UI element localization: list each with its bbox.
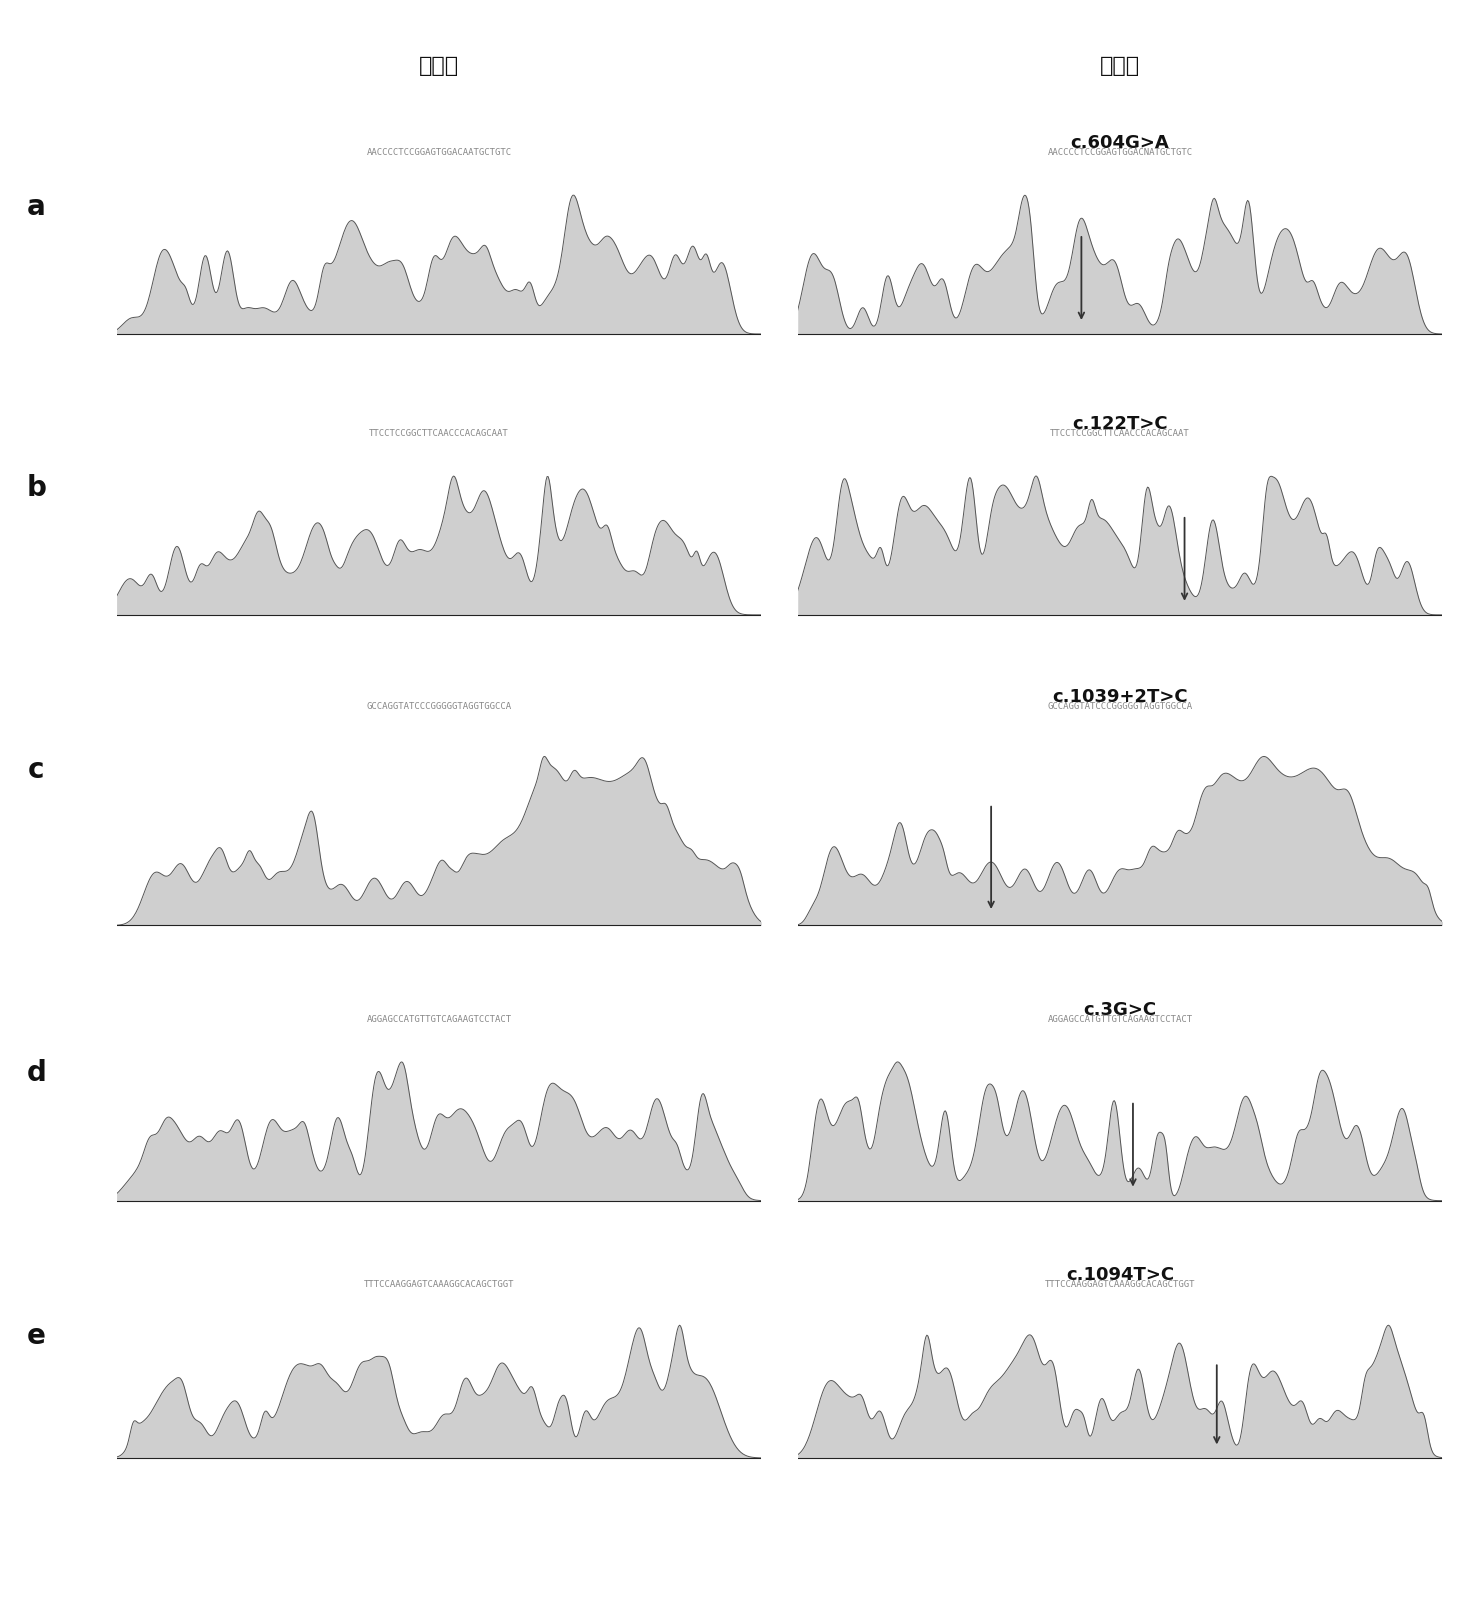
Text: TTTCCAAGGAGTCAAAGGCACAGCTGGT: TTTCCAAGGAGTCAAAGGCACAGCTGGT	[364, 1279, 514, 1289]
Text: AGGAGCCATGTTGTCAGAAGTCCTACT: AGGAGCCATGTTGTCAGAAGTCCTACT	[1048, 1014, 1193, 1024]
Text: GCCAGGTATCCCGGGGGTAGGTGGCCA: GCCAGGTATCCCGGGGGTAGGTGGCCA	[366, 701, 511, 711]
Text: TTCCTCCGGCTTCAACCCACAGCAAT: TTCCTCCGGCTTCAACCCACAGCAAT	[369, 429, 508, 438]
Text: AGGAGCCATGTTGTCAGAAGTCCTACT: AGGAGCCATGTTGTCAGAAGTCCTACT	[366, 1014, 511, 1024]
Text: AACCCCTCCGGAGTGGACNATGCTGTC: AACCCCTCCGGAGTGGACNATGCTGTC	[1048, 148, 1193, 157]
Text: a: a	[28, 193, 45, 220]
Text: TTCCTCCGGCTTCAACCCACAGCAAT: TTCCTCCGGCTTCAACCCACAGCAAT	[1050, 429, 1190, 438]
Text: c.1094T>C: c.1094T>C	[1067, 1266, 1174, 1284]
Text: 野生型: 野生型	[418, 56, 459, 75]
Text: c.3G>C: c.3G>C	[1084, 1002, 1157, 1019]
Text: AACCCCTCCGGAGTGGACAATGCTGTC: AACCCCTCCGGAGTGGACAATGCTGTC	[366, 148, 511, 157]
Text: TTTCCAAGGAGTCAAAGGCACAGCTGGT: TTTCCAAGGAGTCAAAGGCACAGCTGGT	[1045, 1279, 1195, 1289]
Text: e: e	[28, 1323, 45, 1350]
Text: c.122T>C: c.122T>C	[1072, 416, 1169, 433]
Text: b: b	[26, 473, 47, 501]
Text: c: c	[28, 756, 45, 785]
Text: 突変型: 突変型	[1100, 56, 1141, 75]
Text: c.604G>A: c.604G>A	[1071, 135, 1170, 152]
Text: d: d	[26, 1059, 47, 1087]
Text: c.1039+2T>C: c.1039+2T>C	[1052, 689, 1187, 706]
Text: GCCAGGTATCCCGGGGGTAGGTGGCCA: GCCAGGTATCCCGGGGGTAGGTGGCCA	[1048, 701, 1193, 711]
